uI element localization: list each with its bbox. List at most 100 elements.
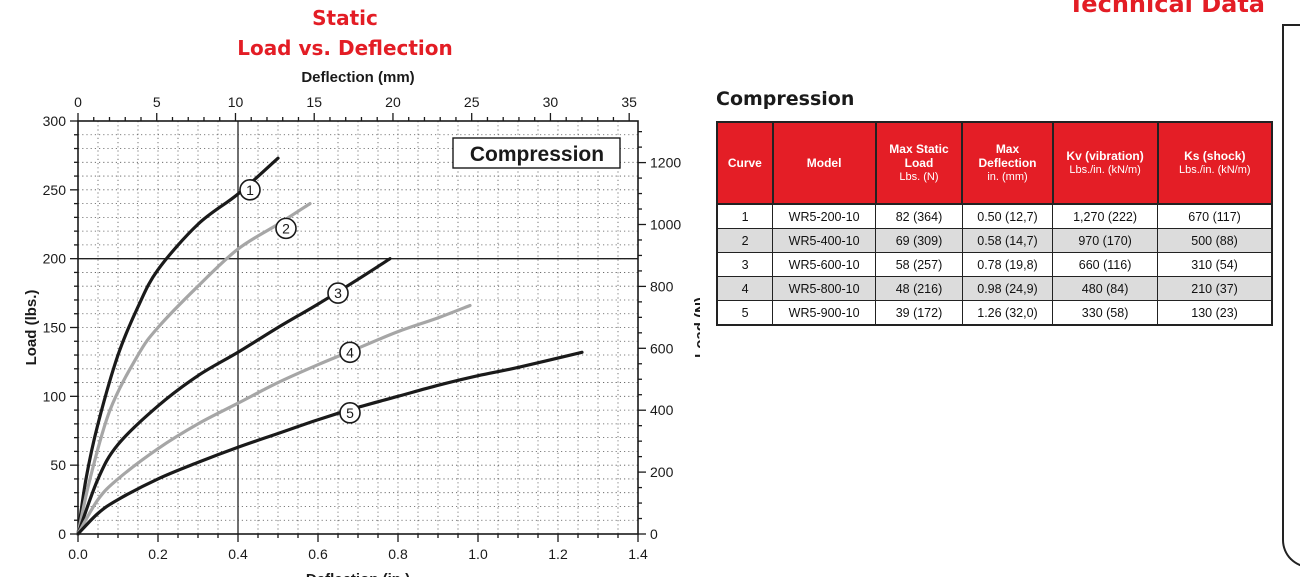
- table-cell: WR5-900-10: [772, 300, 877, 326]
- table-cell: 0.58 (14,7): [961, 228, 1054, 253]
- column-header: Max Static Load Lbs. (N): [874, 121, 964, 205]
- top-axis-title: Deflection (mm): [301, 69, 414, 86]
- legend-box: [452, 137, 621, 169]
- series-marker-4: [339, 341, 361, 364]
- x-tick-label: 1.2: [548, 546, 568, 562]
- series-line-2: [76, 202, 312, 536]
- table-cell: 310 (54): [1157, 252, 1273, 277]
- top-tick-label: 15: [306, 94, 322, 110]
- table-row: 4 WR5-800-10 48 (216) 0.98 (24,9) 480 (84) 21…: [716, 276, 1273, 301]
- table-cell: 82 (364): [875, 203, 963, 229]
- top-tick-label: 0: [74, 94, 82, 110]
- table-cell: 48 (216): [875, 276, 963, 301]
- right-tick-label: 1200: [650, 155, 681, 171]
- y-axis-title: Load (lbs.): [23, 290, 40, 366]
- x-tick-label: 0.0: [68, 546, 88, 562]
- tick-marks: [70, 113, 646, 542]
- series-marker-label-5: 5: [346, 405, 354, 421]
- y-tick-label: 200: [43, 251, 67, 267]
- column-header-unit: Lbs./in. (kN/m): [1179, 164, 1251, 176]
- table-cell: 670 (117): [1157, 203, 1273, 229]
- legend-label: Compression: [470, 143, 604, 166]
- column-header-title: Max Deflection: [978, 142, 1037, 170]
- table-cell: 5: [716, 300, 774, 326]
- column-header: Curve: [716, 121, 774, 205]
- column-header: Model: [771, 121, 877, 205]
- x-tick-label: 0.8: [388, 546, 408, 562]
- table-cell: 210 (37): [1157, 276, 1273, 301]
- table-title: Compression: [716, 88, 855, 110]
- x-tick-label: 0.4: [228, 546, 248, 562]
- compression-spec-table: Curve Model Max Static Load Lbs. (N) Max Def…: [716, 121, 1274, 326]
- top-tick-label: 25: [464, 94, 480, 110]
- right-tick-label: 200: [650, 464, 674, 480]
- table-cell: WR5-800-10: [772, 276, 877, 301]
- table-cell: 130 (23): [1157, 300, 1273, 326]
- table-cell: 4: [716, 276, 774, 301]
- page-header-title: Technical Data: [1068, 0, 1265, 18]
- grid-lines: [78, 121, 638, 534]
- top-tick-label: 30: [543, 94, 559, 110]
- series-marker-5: [339, 402, 361, 424]
- series-marker-1: [239, 179, 261, 201]
- series-line-1: [76, 156, 280, 536]
- series-line-5: [76, 350, 584, 536]
- y-tick-label: 100: [43, 388, 67, 404]
- table-header-row: Curve Model Max Static Load Lbs. (N) Max Def…: [716, 121, 1274, 205]
- table-row: 5 WR5-900-10 39 (172) 1.26 (32,0) 330 (58) 13…: [716, 300, 1273, 326]
- chart-title-line-2: Load vs. Deflection: [237, 36, 453, 60]
- column-header: Kv (vibration) Lbs./in. (kN/m): [1051, 121, 1159, 205]
- y-tick-label: 50: [50, 457, 66, 473]
- right-tick-label: 600: [650, 340, 674, 356]
- table-cell: WR5-600-10: [772, 252, 877, 277]
- table-cell: 1,270 (222): [1052, 203, 1159, 229]
- table-cell: 970 (170): [1052, 228, 1159, 253]
- table-row: 2 WR5-400-10 69 (309) 0.58 (14,7) 970 (170) 5…: [716, 228, 1273, 253]
- right-tick-label: 1000: [650, 216, 681, 232]
- right-tick-label: 800: [650, 278, 674, 294]
- load-deflection-chart: 0 5 10 15 20 25 30 350.0 0.2 0.4 0.6 0.8 1.0 1.2 1.405…: [23, 69, 700, 577]
- chart-title-line-1: Static: [312, 6, 378, 30]
- column-header-unit: in. (mm): [987, 171, 1028, 183]
- table-cell: 1: [716, 203, 774, 229]
- table-cell: 480 (84): [1052, 276, 1159, 301]
- x-axis-title: Deflection (in.): [306, 571, 410, 577]
- series-marker-label-2: 2: [282, 220, 290, 236]
- series-marker-2: [275, 217, 297, 240]
- top-tick-label: 20: [385, 94, 401, 110]
- series-marker-label-1: 1: [246, 182, 254, 198]
- column-header-title: Kv (vibration): [1066, 149, 1144, 163]
- series-marker-3: [327, 282, 349, 304]
- column-header-unit: Lbs. (N): [899, 171, 939, 183]
- table-cell: 1.26 (32,0): [961, 300, 1054, 326]
- table-cell: WR5-200-10: [772, 203, 877, 229]
- column-header-unit: Lbs./in. (kN/m): [1069, 164, 1141, 176]
- x-tick-label: 0.6: [308, 546, 328, 562]
- column-header: Ks (shock) Lbs./in. (kN/m): [1156, 121, 1274, 205]
- table-cell: 58 (257): [875, 252, 963, 277]
- y-tick-label: 0: [58, 526, 66, 542]
- y-tick-label: 300: [43, 113, 67, 129]
- table-cell: 330 (58): [1052, 300, 1159, 326]
- table-body: 1 WR5-200-10 82 (364) 0.50 (12,7) 1,270 (222…: [716, 203, 1273, 326]
- top-tick-label: 5: [153, 94, 161, 110]
- series-line-4: [76, 303, 472, 536]
- column-header: Max Deflection in. (mm): [961, 121, 1054, 205]
- page-edge-frame: [1282, 24, 1300, 568]
- x-tick-label: 1.4: [628, 546, 648, 562]
- top-tick-label: 10: [228, 94, 244, 110]
- y-tick-label: 150: [43, 320, 67, 336]
- column-header-title: Max Static Load: [889, 142, 949, 170]
- column-header-title: Ks (shock): [1184, 149, 1246, 163]
- series-marker-label-4: 4: [346, 344, 354, 360]
- table-cell: 69 (309): [875, 228, 963, 253]
- table-cell: WR5-400-10: [772, 228, 877, 253]
- column-header-title: Model: [806, 156, 842, 170]
- right-tick-label: 400: [650, 402, 674, 418]
- x-tick-label: 1.0: [468, 546, 488, 562]
- table-cell: 500 (88): [1157, 228, 1273, 253]
- table-cell: 0.78 (19,8): [961, 252, 1054, 277]
- series-marker-label-3: 3: [334, 285, 342, 301]
- right-axis-title: Load (N): [692, 297, 700, 358]
- table-row: 3 WR5-600-10 58 (257) 0.78 (19,8) 660 (116) 3…: [716, 252, 1273, 277]
